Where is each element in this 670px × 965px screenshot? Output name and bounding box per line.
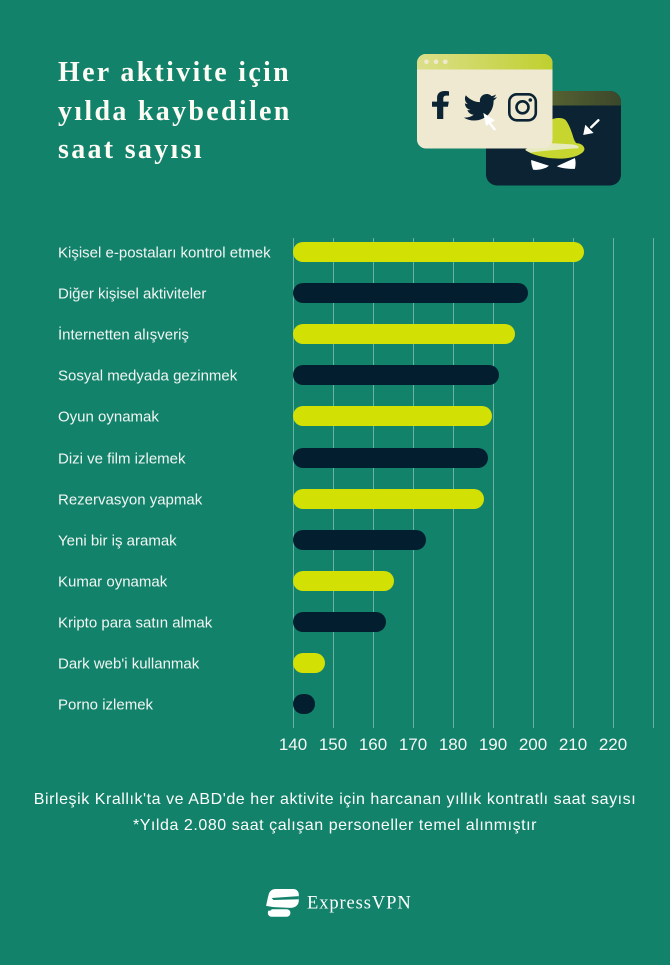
svg-text:ExpressVPN: ExpressVPN	[307, 893, 412, 913]
